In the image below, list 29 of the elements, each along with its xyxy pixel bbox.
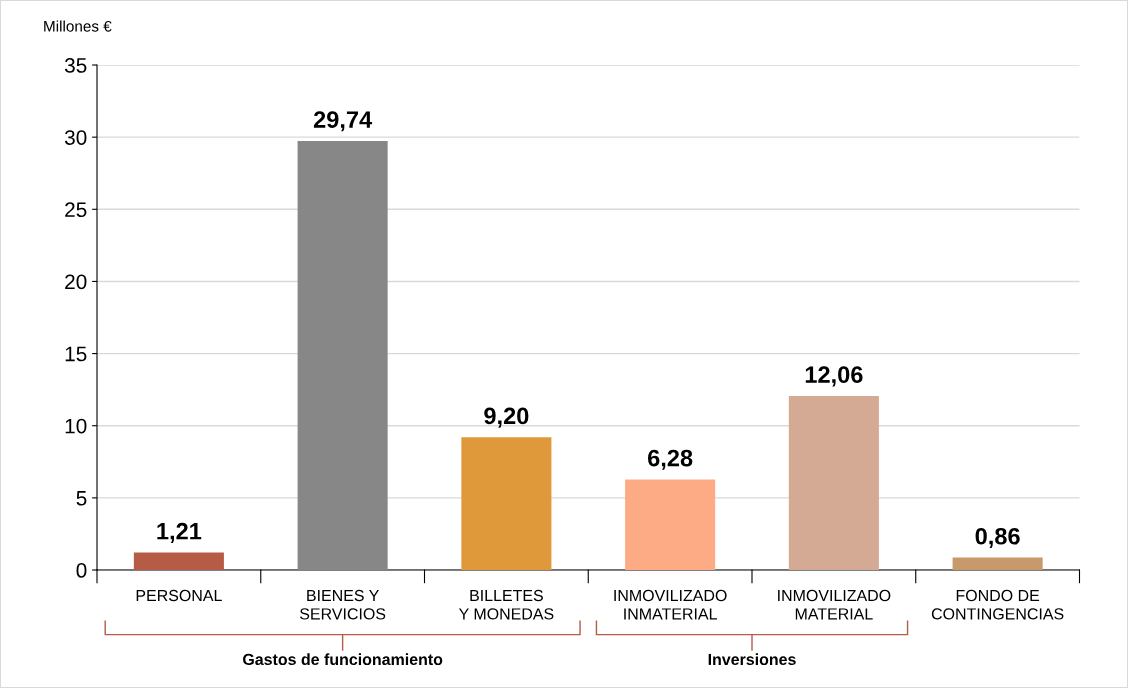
y-tick-label: 5 xyxy=(76,491,87,506)
text: Gastos de funcionamiento xyxy=(243,653,443,666)
x-tick-label: INMOVILIZADO INMATERIAL xyxy=(614,589,727,620)
text: Inversiones xyxy=(708,653,796,666)
x-tick-label: BIENES Y SERVICIOS xyxy=(300,589,386,620)
data-label: 0,86 xyxy=(975,527,1020,549)
y-tick-label: 15 xyxy=(65,346,87,362)
bar xyxy=(133,552,224,571)
x-tick-label: FONDO DE CONTINGENCIAS xyxy=(931,589,1064,620)
data-label: 29,74 xyxy=(313,111,373,132)
data-label: 9,20 xyxy=(484,407,529,428)
y-axis-title: Millones € xyxy=(44,20,112,32)
bar xyxy=(461,437,552,571)
data-label: 12,06 xyxy=(805,366,863,387)
bar xyxy=(788,396,879,571)
bar xyxy=(297,140,388,571)
y-tick-label: 0 xyxy=(76,563,87,578)
y-tick-label: 25 xyxy=(65,202,87,218)
y-tick-label: 10 xyxy=(65,418,87,434)
bar xyxy=(625,479,716,571)
x-tick-label: INMOVILIZADO MATERIAL xyxy=(778,589,891,620)
x-tick-label: BILLETES Y MONEDAS xyxy=(458,589,554,620)
data-label: 1,21 xyxy=(157,522,202,543)
y-tick-label: 35 xyxy=(64,58,87,73)
y-tick-label: 30 xyxy=(64,130,87,145)
x-tick-label: PERSONAL xyxy=(136,589,222,602)
bar xyxy=(952,557,1043,571)
y-tick-label: 20 xyxy=(65,274,87,290)
data-label: 6,28 xyxy=(648,449,693,470)
